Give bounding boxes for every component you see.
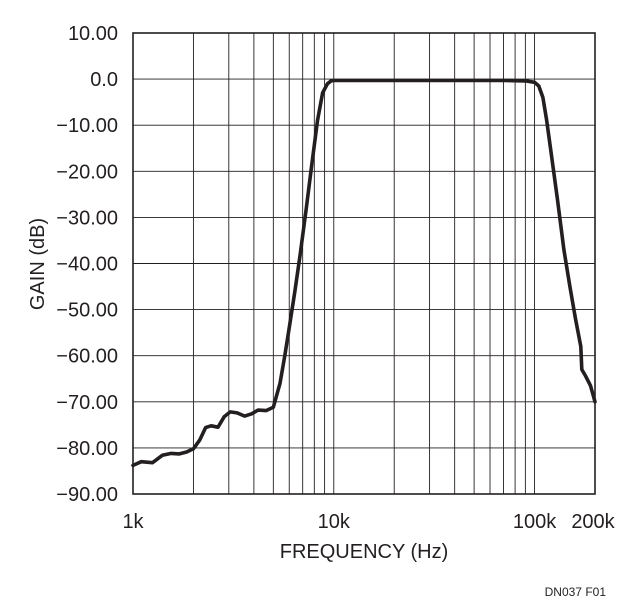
y-tick-label: −80.00 <box>56 438 118 460</box>
y-tick-label: −70.00 <box>56 392 118 414</box>
x-tick-labels: 1k 10k 100k 200k <box>122 511 615 533</box>
grid-lines <box>133 33 595 494</box>
y-tick-label: −50.00 <box>56 300 118 322</box>
gain-response-line <box>131 78 597 468</box>
y-tick-label: −90.00 <box>56 484 118 506</box>
x-axis-label: FREQUENCY (Hz) <box>280 541 449 563</box>
series-layer <box>131 78 597 468</box>
y-tick-label: −20.00 <box>56 161 118 183</box>
plot-frame <box>132 32 596 495</box>
x-tick-label: 100k <box>513 511 557 533</box>
y-axis-label: GAIN (dB) <box>27 218 49 310</box>
y-tick-label: −60.00 <box>56 346 118 368</box>
x-tick-label: 1k <box>122 511 144 533</box>
x-tick-label: 200k <box>571 511 615 533</box>
y-tick-label: −10.00 <box>56 115 118 137</box>
y-tick-label: 0.0 <box>90 69 118 91</box>
y-tick-label: 10.00 <box>68 23 118 45</box>
y-tick-label: −30.00 <box>56 207 118 229</box>
y-tick-label: −40.00 <box>56 254 118 276</box>
figure-id: DN037 F01 <box>545 585 607 599</box>
x-tick-label: 10k <box>318 511 351 533</box>
y-tick-labels: 10.00 0.0 −10.00 −20.00 −30.00 −40.00 −50.00 −6… <box>56 23 118 506</box>
